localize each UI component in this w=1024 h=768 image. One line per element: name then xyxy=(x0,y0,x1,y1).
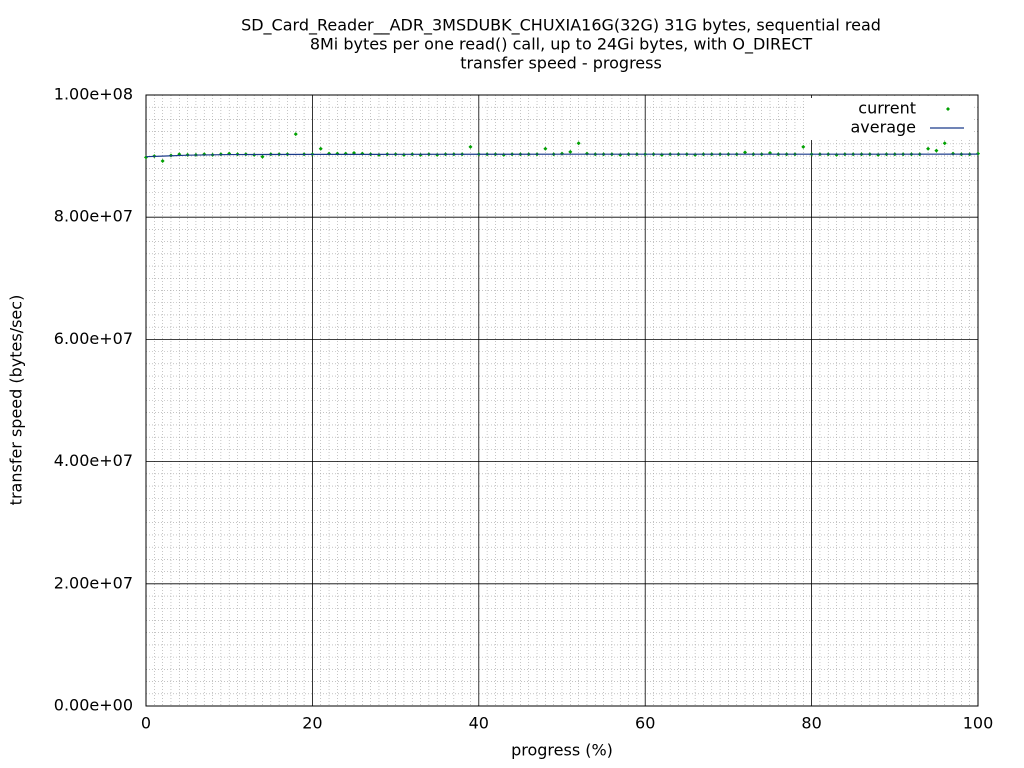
y-tick-label: 6.00e+07 xyxy=(54,329,133,348)
chart-subtitle: transfer speed - progress xyxy=(460,54,662,73)
y-tick-label: 0.00e+00 xyxy=(54,696,133,715)
x-tick-label: 60 xyxy=(635,714,655,733)
legend-background xyxy=(806,98,974,140)
x-tick-label: 80 xyxy=(801,714,821,733)
average-line xyxy=(145,153,979,158)
x-tick-label: 100 xyxy=(963,714,994,733)
x-tick-label: 0 xyxy=(141,714,151,733)
y-tick-label: 4.00e+07 xyxy=(54,451,133,470)
chart-subtitle: 8Mi bytes per one read() call, up to 24G… xyxy=(310,35,813,55)
legend-label: average xyxy=(851,118,917,137)
data-point xyxy=(568,149,573,154)
y-tick-label: 2.00e+07 xyxy=(54,573,133,592)
legend-marker xyxy=(946,107,950,111)
y-axis-label: transfer speed (bytes/sec) xyxy=(7,295,26,506)
data-point xyxy=(801,144,806,149)
data-point xyxy=(743,150,748,155)
data-point xyxy=(942,141,947,146)
data-point xyxy=(318,146,323,151)
data-point xyxy=(293,132,298,137)
legend-label: current xyxy=(858,99,916,118)
data-point xyxy=(576,141,581,146)
x-tick-label: 40 xyxy=(469,714,489,733)
data-point xyxy=(543,146,548,151)
x-axis-label: progress (%) xyxy=(511,741,613,760)
data-point xyxy=(934,148,939,153)
y-tick-label: 8.00e+07 xyxy=(54,207,133,226)
data-point xyxy=(468,144,473,149)
data-point xyxy=(926,146,931,151)
y-tick-label: 1.00e+08 xyxy=(54,85,133,104)
plot-frame xyxy=(145,94,979,707)
x-tick-label: 20 xyxy=(302,714,322,733)
chart-title: SD_Card_Reader__ADR_3MSDUBK_CHUXIA16G(32… xyxy=(241,16,881,36)
data-point xyxy=(160,158,165,163)
data-point xyxy=(260,154,265,159)
